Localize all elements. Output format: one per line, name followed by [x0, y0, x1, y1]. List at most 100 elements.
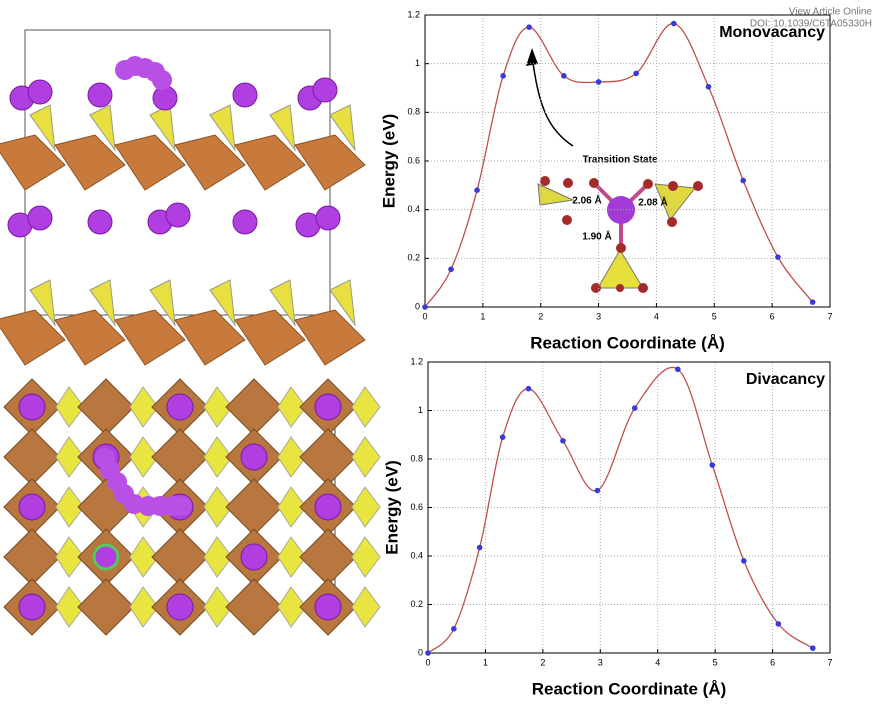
tetrahedron [209, 104, 236, 152]
octahedron [294, 134, 366, 191]
octahedron [294, 309, 366, 366]
tetrahedron [351, 386, 381, 428]
tetrahedron [277, 386, 307, 428]
y-tick-label: 1 [415, 58, 420, 68]
tetrahedron [203, 436, 233, 478]
atom [312, 77, 338, 103]
view-online-link[interactable]: View Article Online [789, 7, 873, 18]
data-point [675, 366, 681, 373]
data-point [631, 405, 638, 411]
octahedron [3, 528, 61, 586]
data-point [451, 625, 457, 632]
tetrahedron [149, 279, 176, 327]
atom [172, 496, 192, 516]
atom [18, 393, 46, 421]
annotation: Transition State [582, 155, 657, 166]
tetrahedron [129, 436, 159, 478]
octahedron [54, 309, 126, 366]
atom [166, 393, 194, 421]
atom [240, 543, 268, 571]
tetrahedron [203, 486, 233, 528]
y-tick-label: 1.2 [407, 9, 420, 19]
tetrahedron [203, 586, 233, 628]
tetrahedron [89, 279, 116, 327]
tetrahedron [89, 104, 116, 152]
octahedron [54, 134, 126, 191]
atom [315, 205, 341, 231]
atom [27, 205, 53, 231]
data-point [709, 462, 716, 468]
tetrahedron [351, 586, 381, 628]
atom [87, 209, 113, 235]
chart-title: Monovacancy [719, 24, 825, 41]
data-point [425, 650, 431, 656]
x-tick-label: 0 [425, 657, 430, 667]
octahedron [3, 428, 61, 486]
data-point [809, 645, 816, 651]
data-point [561, 73, 567, 79]
y-tick-label: 0.4 [410, 550, 423, 560]
tetrahedron [203, 536, 233, 578]
data-point [594, 487, 601, 494]
plot-frame [424, 14, 831, 308]
chart-title: Divacancy [746, 371, 825, 388]
tetrahedron [55, 536, 85, 578]
octahedron [77, 378, 135, 436]
data-point [633, 70, 639, 77]
y-tick-label: 0 [415, 301, 420, 311]
tetrahedron [277, 436, 307, 478]
tetrahedron [129, 536, 159, 578]
x-tick-label: 1 [483, 657, 488, 667]
x-tick-label: 3 [598, 657, 603, 667]
tetrahedron [277, 586, 307, 628]
x-tick-label: 4 [654, 311, 659, 321]
data-point [670, 20, 677, 27]
tetrahedron [55, 486, 85, 528]
octahedron [77, 578, 135, 636]
data-point [775, 254, 781, 260]
x-tick-label: 2 [540, 657, 545, 667]
atom [314, 393, 342, 421]
octahedron [151, 428, 209, 486]
atom [87, 82, 113, 108]
annotation: 2.06 Å [572, 194, 601, 207]
octahedron [151, 528, 209, 586]
x-tick-label: 4 [655, 657, 660, 667]
data-point [595, 79, 602, 85]
data-point [775, 621, 782, 627]
data-point [809, 299, 816, 305]
data-point [474, 187, 480, 193]
tetrahedron [203, 386, 233, 428]
data-point [560, 438, 566, 444]
structure-images [0, 29, 381, 636]
plot-frame [427, 361, 831, 654]
octahedron [225, 378, 283, 436]
octahedron [174, 134, 246, 191]
octahedron [0, 134, 66, 191]
x-tick-label: 0 [422, 311, 427, 321]
data-point [705, 83, 712, 90]
x-tick-label: 7 [827, 657, 832, 667]
data-point [740, 177, 747, 184]
x-axis-label: Reaction Coordinate (Å) [530, 333, 725, 352]
x-tick-label: 5 [712, 311, 717, 321]
data-point [476, 544, 483, 551]
y-tick-label: 1 [418, 405, 423, 415]
doi: DOI: 10.1039/C6TA05330H [750, 19, 872, 30]
atom [165, 202, 191, 228]
tetrahedron [329, 279, 356, 327]
atom [18, 493, 46, 521]
tetrahedron [55, 586, 85, 628]
tetrahedron [351, 436, 381, 478]
atom [314, 493, 342, 521]
y-tick-label: 0.6 [407, 155, 420, 165]
vacancy-ring [92, 543, 120, 571]
tetrahedron [269, 104, 296, 152]
octahedron [174, 309, 246, 366]
x-axis-label: Reaction Coordinate (Å) [532, 679, 727, 698]
y-tick-label: 0.8 [407, 107, 420, 117]
octahedron [114, 309, 186, 366]
octahedron [225, 478, 283, 536]
